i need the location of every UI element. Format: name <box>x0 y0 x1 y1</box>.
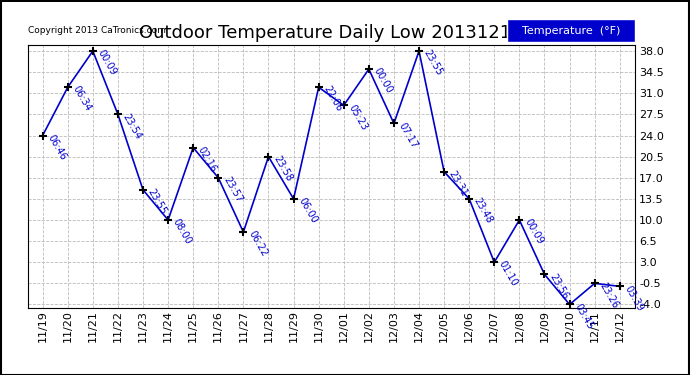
Text: 23:55: 23:55 <box>146 187 168 216</box>
Text: 06:22: 06:22 <box>246 229 269 258</box>
Text: 03:45: 03:45 <box>572 302 595 331</box>
Text: 23:58: 23:58 <box>271 154 294 183</box>
Text: 08:00: 08:00 <box>171 217 193 246</box>
Text: 01:10: 01:10 <box>497 260 520 288</box>
Text: 00:09: 00:09 <box>96 48 118 77</box>
Text: 22:06: 22:06 <box>322 84 344 114</box>
Text: 23:54: 23:54 <box>121 112 144 141</box>
Text: 23:56: 23:56 <box>547 272 570 301</box>
Text: Copyright 2013 CaTronics.com: Copyright 2013 CaTronics.com <box>28 26 166 34</box>
Text: 06:34: 06:34 <box>70 84 93 114</box>
Title: Outdoor Temperature Daily Low 20131213: Outdoor Temperature Daily Low 20131213 <box>139 24 523 42</box>
Text: Temperature  (°F): Temperature (°F) <box>522 26 620 36</box>
Text: 07:17: 07:17 <box>397 121 420 150</box>
Text: 23:55: 23:55 <box>422 48 444 78</box>
FancyBboxPatch shape <box>507 19 635 42</box>
Text: 05:23: 05:23 <box>346 103 369 132</box>
Text: 03:39: 03:39 <box>622 284 645 313</box>
Text: 00:00: 00:00 <box>372 66 394 95</box>
Text: 02:16: 02:16 <box>196 145 219 174</box>
Text: 23:57: 23:57 <box>221 175 244 204</box>
Text: 23:48: 23:48 <box>472 196 495 225</box>
Text: 06:00: 06:00 <box>296 196 319 225</box>
Text: 00:09: 00:09 <box>522 217 544 246</box>
Text: 23:26: 23:26 <box>598 280 620 310</box>
Text: 23:31: 23:31 <box>447 169 469 198</box>
Text: 06:46: 06:46 <box>46 133 68 162</box>
